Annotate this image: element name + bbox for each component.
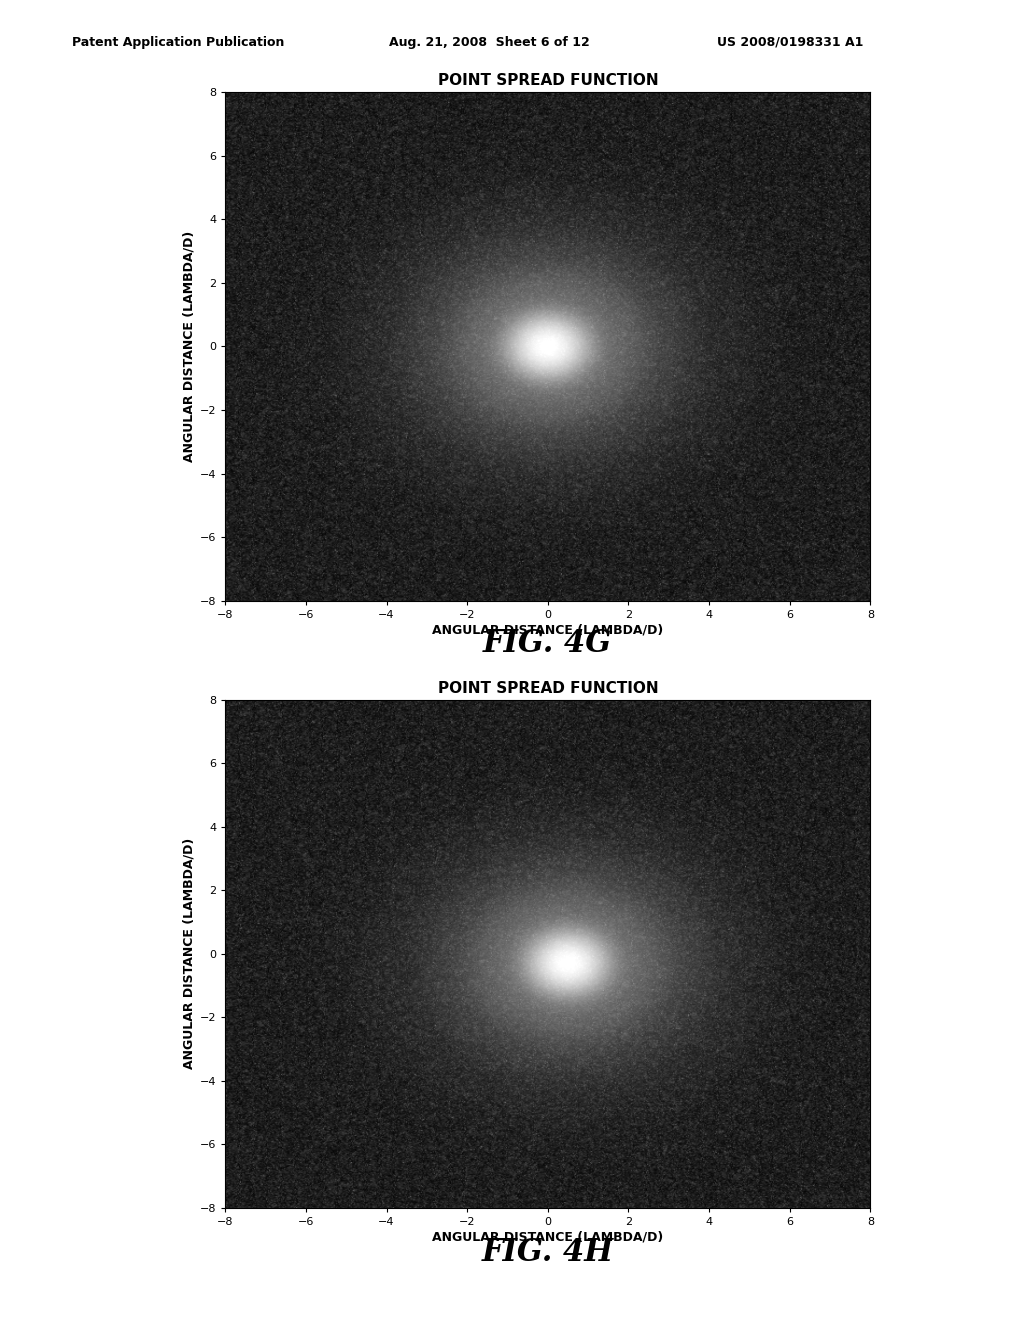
Text: Patent Application Publication: Patent Application Publication xyxy=(72,36,284,49)
Title: POINT SPREAD FUNCTION: POINT SPREAD FUNCTION xyxy=(437,74,658,88)
Y-axis label: ANGULAR DISTANCE (LAMBDA/D): ANGULAR DISTANCE (LAMBDA/D) xyxy=(182,231,196,462)
Title: POINT SPREAD FUNCTION: POINT SPREAD FUNCTION xyxy=(437,681,658,696)
Text: FIG. 4H: FIG. 4H xyxy=(481,1237,614,1267)
X-axis label: ANGULAR DISTANCE (LAMBDA/D): ANGULAR DISTANCE (LAMBDA/D) xyxy=(432,1232,664,1243)
Y-axis label: ANGULAR DISTANCE (LAMBDA/D): ANGULAR DISTANCE (LAMBDA/D) xyxy=(182,838,196,1069)
Text: US 2008/0198331 A1: US 2008/0198331 A1 xyxy=(717,36,863,49)
Text: Aug. 21, 2008  Sheet 6 of 12: Aug. 21, 2008 Sheet 6 of 12 xyxy=(389,36,590,49)
Text: FIG. 4G: FIG. 4G xyxy=(483,628,612,659)
X-axis label: ANGULAR DISTANCE (LAMBDA/D): ANGULAR DISTANCE (LAMBDA/D) xyxy=(432,624,664,636)
